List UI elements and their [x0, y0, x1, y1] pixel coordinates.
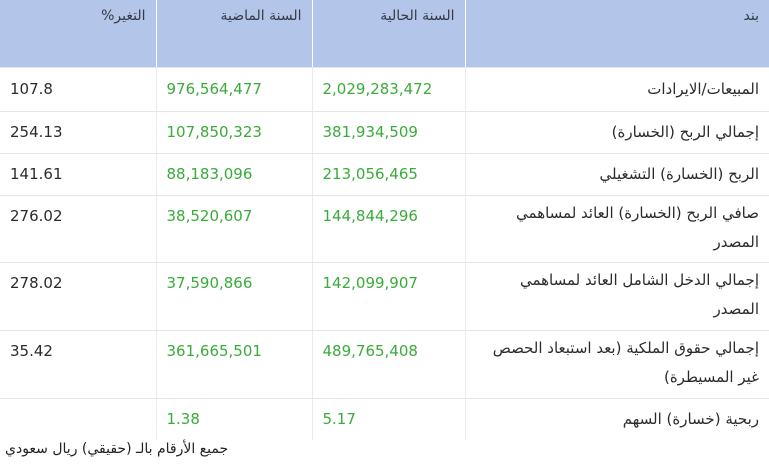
table-row: إجمالي الدخل الشامل العائد لمساهمي المصد… [0, 262, 769, 331]
row-change: 278.02 [0, 262, 156, 331]
row-change: 141.61 [0, 153, 156, 196]
row-previous: 361,665,501 [155, 330, 312, 399]
row-item: إجمالي الربح (الخسارة) [464, 111, 769, 154]
table-header-row: بند السنة الحالية السنة الماضية التغير% [0, 0, 769, 68]
row-item: المبيعات/الايرادات [464, 67, 769, 112]
row-change [0, 398, 156, 440]
row-item: الربح (الخسارة) التشغيلي [464, 153, 769, 196]
row-previous: 88,183,096 [155, 153, 312, 196]
table-row: الربح (الخسارة) التشغيلي 213,056,465 88,… [0, 153, 769, 196]
header-previous-year: السنة الماضية [155, 0, 312, 68]
table-row: إجمالي حقوق الملكية (بعد استبعاد الحصص غ… [0, 330, 769, 399]
header-item: بند [464, 0, 769, 68]
row-current: 213,056,465 [311, 153, 465, 196]
header-change-percent: التغير% [0, 0, 156, 68]
row-change: 107.8 [0, 67, 156, 112]
row-previous: 107,850,323 [155, 111, 312, 154]
table-row: صافي الربح (الخسارة) العائد لمساهمي المص… [0, 195, 769, 263]
row-current: 142,099,907 [311, 262, 465, 331]
header-current-year: السنة الحالية [311, 0, 465, 68]
row-item: ربحية (خسارة) السهم [464, 398, 769, 440]
table-row: المبيعات/الايرادات 2,029,283,472 976,564… [0, 67, 769, 112]
row-change: 35.42 [0, 330, 156, 399]
table-row: إجمالي الربح (الخسارة) 381,934,509 107,8… [0, 111, 769, 154]
row-previous: 38,520,607 [155, 195, 312, 263]
row-change: 276.02 [0, 195, 156, 263]
row-item: إجمالي حقوق الملكية (بعد استبعاد الحصص غ… [464, 330, 769, 399]
row-item: صافي الربح (الخسارة) العائد لمساهمي المص… [464, 195, 769, 263]
row-current: 381,934,509 [311, 111, 465, 154]
row-previous: 976,564,477 [155, 67, 312, 112]
row-current: 489,765,408 [311, 330, 465, 399]
row-current: 2,029,283,472 [311, 67, 465, 112]
row-item: إجمالي الدخل الشامل العائد لمساهمي المصد… [464, 262, 769, 331]
table-row: ربحية (خسارة) السهم 5.17 1.38 [0, 398, 769, 440]
row-previous: 37,590,866 [155, 262, 312, 331]
financial-results-table: بند السنة الحالية السنة الماضية التغير% … [0, 0, 769, 440]
row-previous: 1.38 [155, 398, 312, 440]
row-change: 254.13 [0, 111, 156, 154]
row-current: 144,844,296 [311, 195, 465, 263]
currency-footnote: جميع الأرقام بالـ (حقيقي) ريال سعودي [5, 441, 229, 457]
row-current: 5.17 [311, 398, 465, 440]
